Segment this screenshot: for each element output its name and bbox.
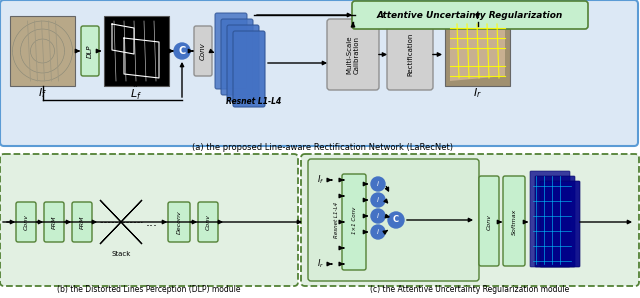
FancyBboxPatch shape bbox=[194, 26, 212, 76]
Text: Resnet L1-L4: Resnet L1-L4 bbox=[227, 97, 282, 106]
Text: $\hat{L}_f$: $\hat{L}_f$ bbox=[131, 84, 143, 102]
FancyBboxPatch shape bbox=[198, 202, 218, 242]
Text: Deconv: Deconv bbox=[177, 210, 182, 234]
FancyBboxPatch shape bbox=[301, 154, 639, 286]
Text: C: C bbox=[179, 46, 186, 56]
Text: Rectification: Rectification bbox=[407, 33, 413, 76]
Text: PRM: PRM bbox=[79, 215, 84, 229]
Circle shape bbox=[371, 225, 385, 239]
FancyBboxPatch shape bbox=[479, 176, 499, 266]
Text: i: i bbox=[377, 229, 379, 235]
FancyBboxPatch shape bbox=[10, 16, 75, 86]
Text: $I_r$: $I_r$ bbox=[317, 258, 324, 270]
Circle shape bbox=[371, 177, 385, 191]
Text: $I_r$: $I_r$ bbox=[473, 86, 482, 100]
Text: Attentive Uncertainty Regularization: Attentive Uncertainty Regularization bbox=[377, 12, 563, 21]
FancyBboxPatch shape bbox=[342, 174, 366, 270]
Text: ...: ... bbox=[146, 215, 158, 229]
Circle shape bbox=[174, 43, 190, 59]
FancyBboxPatch shape bbox=[387, 19, 433, 90]
FancyBboxPatch shape bbox=[104, 16, 169, 86]
FancyBboxPatch shape bbox=[535, 176, 575, 267]
FancyBboxPatch shape bbox=[352, 1, 588, 29]
FancyBboxPatch shape bbox=[0, 0, 638, 146]
Text: Stack: Stack bbox=[111, 251, 131, 257]
FancyBboxPatch shape bbox=[308, 159, 479, 281]
Polygon shape bbox=[100, 200, 142, 244]
FancyBboxPatch shape bbox=[503, 176, 525, 266]
Text: i: i bbox=[377, 197, 379, 203]
Text: Resnet L1-L4: Resnet L1-L4 bbox=[333, 202, 339, 238]
Polygon shape bbox=[450, 21, 505, 81]
FancyBboxPatch shape bbox=[0, 154, 298, 286]
Text: i: i bbox=[377, 181, 379, 187]
Circle shape bbox=[371, 193, 385, 207]
Circle shape bbox=[388, 212, 404, 228]
Circle shape bbox=[371, 209, 385, 223]
Text: 1×1 Conv: 1×1 Conv bbox=[351, 206, 356, 234]
Text: $I_f$: $I_f$ bbox=[317, 174, 324, 186]
FancyBboxPatch shape bbox=[221, 19, 253, 95]
Text: C: C bbox=[393, 215, 399, 224]
Text: Conv: Conv bbox=[24, 214, 29, 230]
FancyBboxPatch shape bbox=[233, 31, 265, 107]
FancyBboxPatch shape bbox=[540, 181, 580, 267]
FancyBboxPatch shape bbox=[227, 25, 259, 101]
Polygon shape bbox=[100, 200, 142, 244]
FancyBboxPatch shape bbox=[327, 19, 379, 90]
Text: Multi-Scale
Calibration: Multi-Scale Calibration bbox=[346, 35, 360, 74]
FancyBboxPatch shape bbox=[215, 13, 247, 89]
FancyBboxPatch shape bbox=[168, 202, 190, 242]
FancyBboxPatch shape bbox=[72, 202, 92, 242]
Text: (b) the Distorted Lines Perception (DLP) module: (b) the Distorted Lines Perception (DLP)… bbox=[57, 285, 241, 294]
Text: Conv: Conv bbox=[486, 214, 492, 230]
Text: Softmax: Softmax bbox=[511, 209, 516, 235]
FancyBboxPatch shape bbox=[44, 202, 64, 242]
Text: (a) the proposed Line-aware Rectification Network (LaRecNet): (a) the proposed Line-aware Rectificatio… bbox=[191, 144, 452, 153]
FancyBboxPatch shape bbox=[445, 16, 510, 86]
Text: Conv: Conv bbox=[205, 214, 211, 230]
Text: DLP: DLP bbox=[87, 44, 93, 58]
FancyBboxPatch shape bbox=[16, 202, 36, 242]
Text: $I_f$: $I_f$ bbox=[38, 86, 47, 100]
FancyBboxPatch shape bbox=[530, 171, 570, 267]
FancyBboxPatch shape bbox=[81, 26, 99, 76]
Text: (c) the Attentive Uncertainty Regularization module: (c) the Attentive Uncertainty Regulariza… bbox=[371, 285, 570, 294]
Text: i: i bbox=[377, 213, 379, 219]
Text: PRM: PRM bbox=[51, 215, 56, 229]
Text: Conv: Conv bbox=[200, 42, 206, 60]
